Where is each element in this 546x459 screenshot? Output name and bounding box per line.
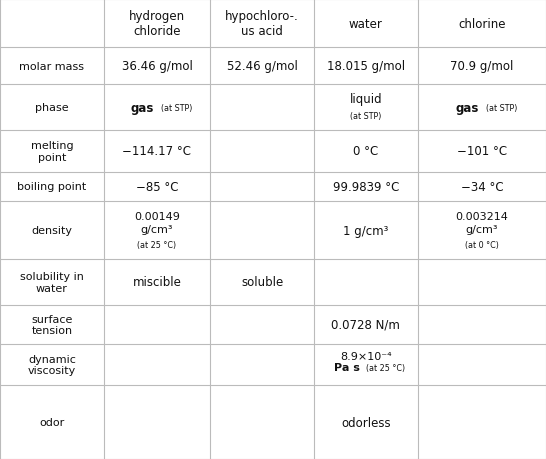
- Text: (at 25 °C): (at 25 °C): [138, 240, 176, 249]
- Text: melting
point: melting point: [31, 141, 73, 162]
- Text: odorless: odorless: [341, 416, 390, 429]
- Text: density: density: [31, 226, 73, 235]
- Text: phase: phase: [35, 103, 69, 113]
- Text: 0 °C: 0 °C: [353, 145, 378, 158]
- Text: Pa s: Pa s: [335, 363, 360, 373]
- Text: hydrogen
chloride: hydrogen chloride: [129, 10, 185, 38]
- Text: (at 0 °C): (at 0 °C): [465, 240, 499, 249]
- Text: g/cm³: g/cm³: [466, 224, 498, 234]
- Text: gas: gas: [131, 101, 154, 114]
- Text: molar mass: molar mass: [19, 62, 85, 72]
- Text: (at STP): (at STP): [481, 103, 517, 112]
- Text: dynamic
viscosity: dynamic viscosity: [28, 354, 76, 375]
- Text: −101 °C: −101 °C: [457, 145, 507, 158]
- Text: (at STP): (at STP): [156, 103, 192, 112]
- Text: hypochloro-.
us acid: hypochloro-. us acid: [225, 10, 299, 38]
- Text: odor: odor: [39, 417, 64, 427]
- Text: 70.9 g/mol: 70.9 g/mol: [450, 60, 514, 73]
- Text: water: water: [349, 17, 383, 31]
- Text: boiling point: boiling point: [17, 182, 86, 192]
- Text: −85 °C: −85 °C: [136, 180, 178, 194]
- Text: 99.9839 °C: 99.9839 °C: [333, 180, 399, 194]
- Text: 8.9×10⁻⁴: 8.9×10⁻⁴: [340, 351, 391, 361]
- Text: 0.00149: 0.00149: [134, 212, 180, 222]
- Text: surface
tension: surface tension: [31, 314, 73, 336]
- Text: −34 °C: −34 °C: [460, 180, 503, 194]
- Text: 0.003214: 0.003214: [455, 212, 508, 222]
- Text: 52.46 g/mol: 52.46 g/mol: [227, 60, 298, 73]
- Text: chlorine: chlorine: [458, 17, 506, 31]
- Text: 0.0728 N/m: 0.0728 N/m: [331, 318, 400, 331]
- Text: g/cm³: g/cm³: [141, 224, 173, 234]
- Text: (at STP): (at STP): [350, 112, 382, 121]
- Text: soluble: soluble: [241, 276, 283, 289]
- Text: gas: gas: [456, 101, 479, 114]
- Text: (at 25 °C): (at 25 °C): [361, 363, 406, 372]
- Text: liquid: liquid: [349, 93, 382, 106]
- Text: −114.17 °C: −114.17 °C: [122, 145, 192, 158]
- Text: 36.46 g/mol: 36.46 g/mol: [122, 60, 192, 73]
- Text: 1 g/cm³: 1 g/cm³: [343, 224, 389, 237]
- Text: miscible: miscible: [133, 276, 181, 289]
- Text: solubility in
water: solubility in water: [20, 272, 84, 293]
- Text: 18.015 g/mol: 18.015 g/mol: [327, 60, 405, 73]
